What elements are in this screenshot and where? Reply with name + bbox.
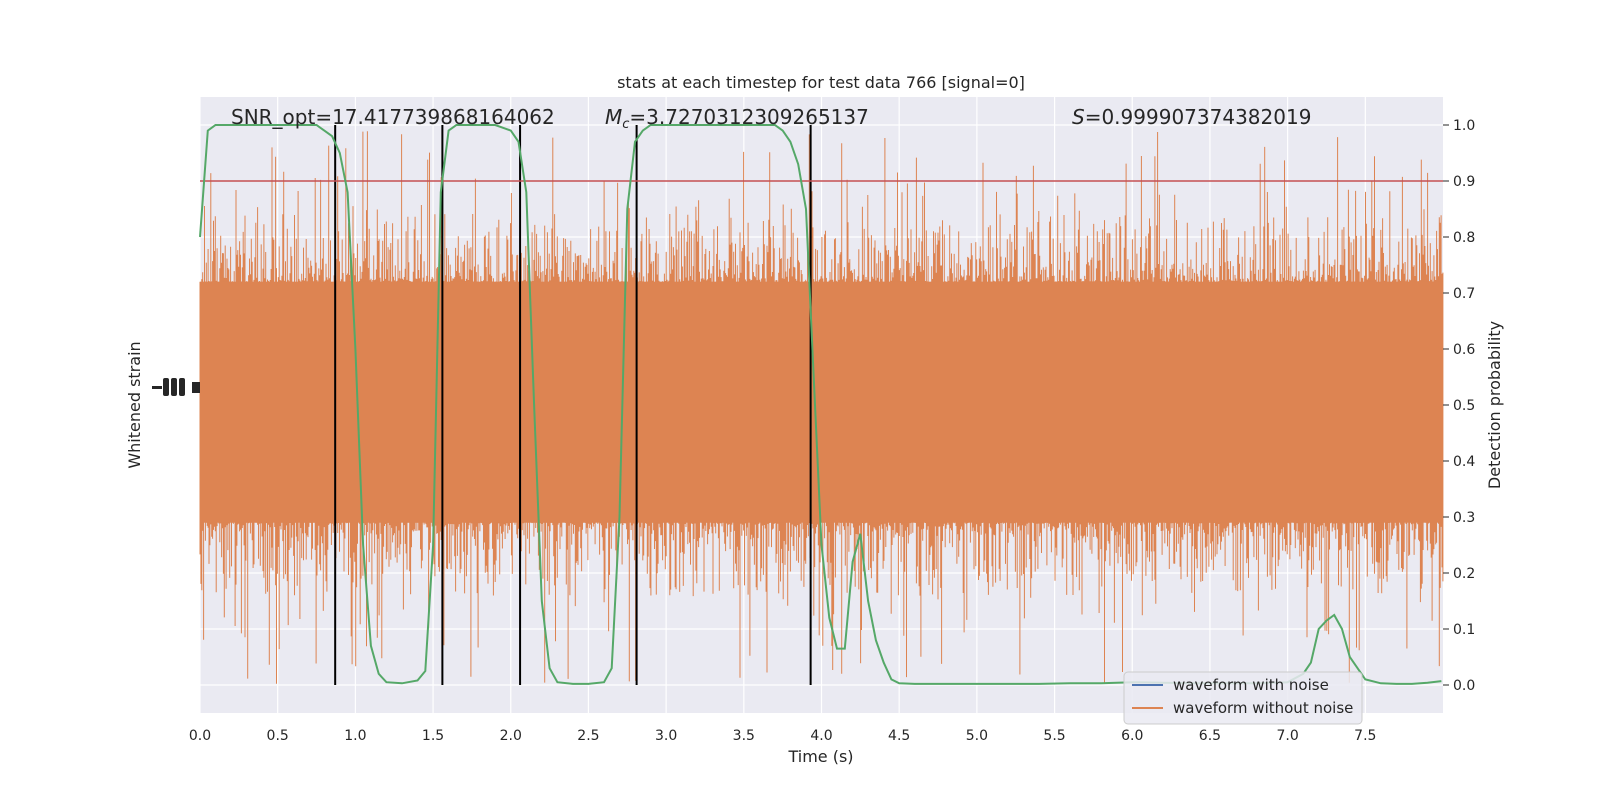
y-tick-label: 0.1: [1453, 622, 1475, 638]
legend-box: [1123, 671, 1363, 725]
x-tick-label: 1.0: [344, 728, 366, 744]
y-axis-right-ticks: 0.0 0.1 0.2 0.3 0.4 0.5 0.6 0.7 0.8 0.9 1.0: [1443, 118, 1475, 694]
x-tick-label: 4.5: [888, 728, 910, 744]
y-tick-label: 0.8: [1453, 230, 1475, 246]
legend-label-with-noise: waveform with noise: [1173, 676, 1329, 694]
left-axis-clutter: [152, 378, 200, 396]
x-tick-label: 5.5: [1043, 728, 1065, 744]
x-tick-label: 4.0: [810, 728, 832, 744]
x-tick-label: 1.5: [422, 728, 444, 744]
event-markers: [334, 125, 812, 685]
y-tick-label: 1.0: [1453, 118, 1475, 134]
y-tick-label: 0.2: [1453, 566, 1475, 582]
waveform-without-noise-series: [199, 131, 1444, 684]
legend-label-without-noise: waveform without noise: [1173, 699, 1353, 717]
legend: waveform with noise waveform without noi…: [1123, 671, 1363, 725]
x-tick-label: 3.0: [655, 728, 677, 744]
x-tick-label: 7.0: [1276, 728, 1298, 744]
x-tick-label: 2.5: [577, 728, 599, 744]
x-axis-label: Time (s): [787, 747, 853, 766]
x-tick-label: 2.0: [500, 728, 522, 744]
y-tick-label: 0.3: [1453, 510, 1475, 526]
y-tick-label: 0.5: [1453, 398, 1475, 414]
x-tick-label: 0.5: [267, 728, 289, 744]
chart-title: stats at each timestep for test data 766…: [617, 73, 1025, 92]
s-annotation: S=0.999907374382019: [1072, 105, 1311, 129]
y-tick-label: 0.0: [1453, 678, 1475, 694]
y-tick-label: 0.4: [1453, 454, 1475, 470]
waveform-without-noise-band: [200, 281, 1443, 523]
x-tick-label: 0.0: [189, 728, 211, 744]
y-tick-label: 0.7: [1453, 286, 1475, 302]
x-tick-label: 5.0: [966, 728, 988, 744]
x-tick-label: 3.5: [733, 728, 755, 744]
y-tick-label: 0.6: [1453, 342, 1475, 358]
chirp-mass-annotation: Mc=3.7270312309265137: [605, 105, 869, 132]
x-tick-label: 6.0: [1121, 728, 1143, 744]
y-axis-right-label: Detection probability: [1485, 321, 1504, 489]
x-axis-ticks: 0.0 0.5 1.0 1.5 2.0 2.5 3.0 3.5 4.0 4.5 5.0 5.5 6.0 6…: [189, 728, 1377, 744]
y-axis-left-label: Whitened strain: [125, 341, 144, 468]
x-tick-label: 6.5: [1199, 728, 1221, 744]
snr-annotation: SNR_opt=17.417739868164062: [231, 105, 555, 129]
x-tick-label: 7.5: [1354, 728, 1376, 744]
y-tick-label: 0.9: [1453, 174, 1475, 190]
